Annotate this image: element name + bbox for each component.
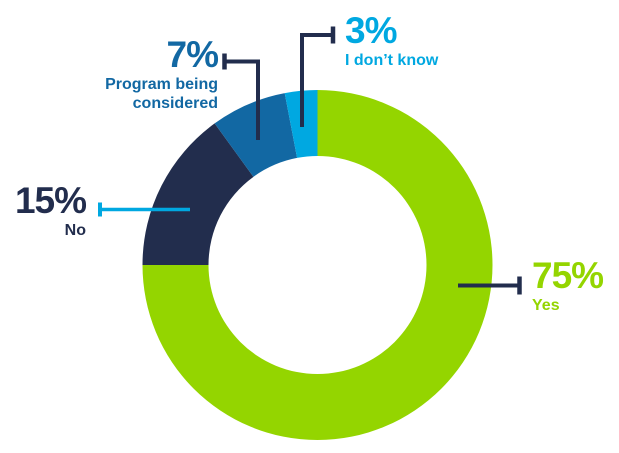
leader-lines [98,26,522,295]
label-no-name: No [64,222,86,239]
donut-segments [142,90,493,440]
donut-segment-program-being-considered [214,93,298,177]
label-considered-pct: 7% [166,34,219,75]
label-idk-name: I don’t know [345,52,439,69]
leader-line-idk [300,33,331,127]
label-considered: 7% Program being considered [86,34,219,114]
label-no: 15% No [0,180,87,241]
label-idk-pct: 3% [345,10,397,51]
label-idk: 3% I don’t know [345,12,475,71]
label-yes-pct: 75% [532,255,604,296]
label-yes: 75% Yes [532,257,617,316]
donut-segment-yes [142,90,493,440]
donut-segment-no [142,123,254,265]
label-considered-name: Program being considered [105,76,218,112]
leader-line-considered [226,59,260,140]
label-no-pct: 15% [14,180,87,221]
label-yes-name: Yes [532,297,560,314]
